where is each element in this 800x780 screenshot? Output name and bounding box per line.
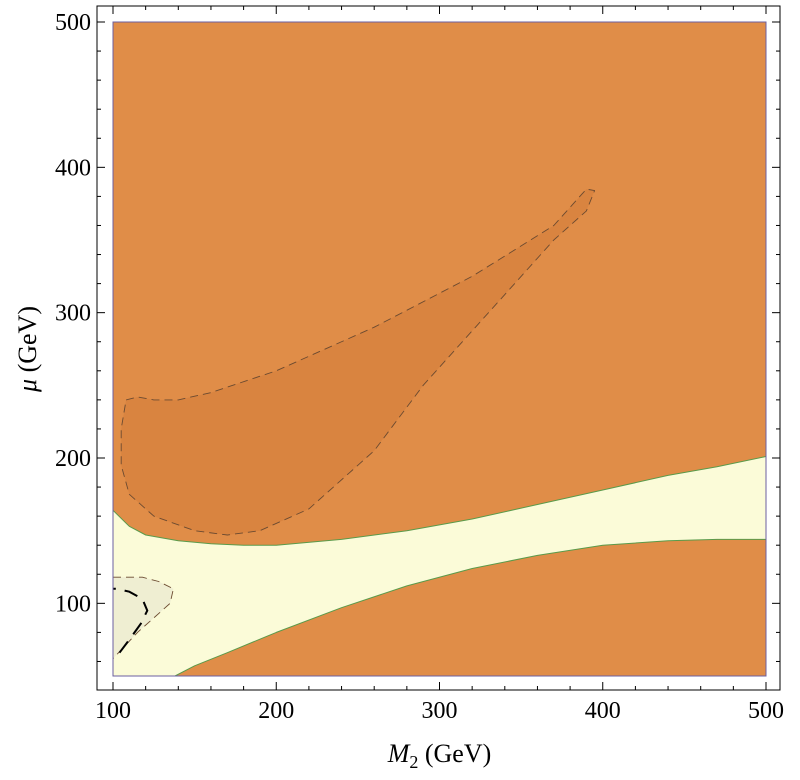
x-tick-label: 500: [748, 698, 784, 724]
y-axis-unit: (GeV): [13, 306, 42, 379]
plot-regions: [113, 22, 766, 676]
region-upper-inner-contour: [120, 188, 596, 536]
y-tick-label: 500: [55, 10, 91, 36]
y-tick-label: 200: [55, 446, 91, 472]
y-tick-label: 400: [55, 155, 91, 181]
outer-frame: [96, 5, 781, 691]
axis-ticks: [97, 6, 780, 690]
y-axis-label: μ (GeV): [13, 306, 42, 393]
x-axis-unit: (GeV): [418, 739, 491, 768]
x-tick-label: 400: [585, 698, 621, 724]
x-tick-label: 200: [258, 698, 294, 724]
y-tick-label: 300: [55, 301, 91, 327]
x-axis-subscript: 2: [409, 752, 418, 772]
y-axis-symbol: μ: [13, 379, 42, 393]
x-axis-label: M2 (GeV): [387, 739, 492, 772]
contour-lower-left-thick-dashed-contour: [113, 587, 149, 654]
x-tick-label: 100: [95, 698, 131, 724]
plot-area-frame: [112, 21, 767, 677]
y-tick-label: 100: [55, 591, 91, 617]
x-axis-symbol: M: [387, 739, 411, 768]
tick-labels: 100 200 300 400 500 100 200 300 400 500: [55, 10, 784, 724]
region-lower-excluded: [174, 538, 766, 676]
x-tick-label: 300: [422, 698, 458, 724]
